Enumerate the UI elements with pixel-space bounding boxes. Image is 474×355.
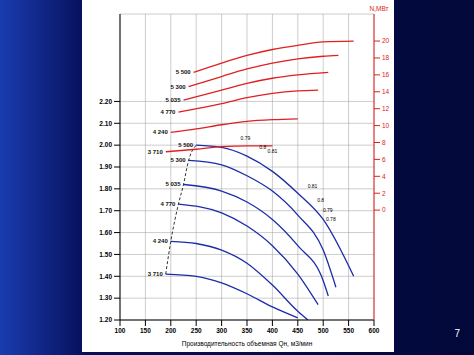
- svg-text:1.70: 1.70: [99, 207, 112, 214]
- svg-text:300: 300: [216, 327, 227, 334]
- svg-text:5 035: 5 035: [165, 97, 181, 103]
- svg-text:1.30: 1.30: [99, 294, 112, 301]
- svg-text:4 770: 4 770: [160, 201, 176, 207]
- svg-text:5 500: 5 500: [178, 142, 194, 148]
- html-text:7: 7: [454, 328, 460, 339]
- svg-text:1.60: 1.60: [99, 229, 112, 236]
- svg-text:0.8: 0.8: [259, 144, 266, 150]
- svg-text:14: 14: [382, 88, 390, 95]
- svg-text:10: 10: [382, 122, 390, 129]
- svg-text:16: 16: [382, 71, 390, 78]
- svg-text:Производительность объемная Qн: Производительность объемная Qн, м3/мин: [182, 340, 313, 348]
- svg-text:0.81: 0.81: [308, 183, 318, 189]
- svg-text:20: 20: [382, 37, 390, 44]
- svg-text:4 240: 4 240: [153, 129, 169, 135]
- svg-text:0.8: 0.8: [317, 197, 324, 203]
- svg-text:4 770: 4 770: [160, 109, 176, 115]
- svg-text:0: 0: [382, 206, 386, 213]
- svg-text:5 035: 5 035: [165, 181, 181, 187]
- svg-text:450: 450: [292, 327, 303, 334]
- svg-text:500: 500: [318, 327, 329, 334]
- svg-text:1.20: 1.20: [99, 316, 112, 323]
- svg-text:1.50: 1.50: [99, 251, 112, 258]
- svg-text:2.20: 2.20: [99, 98, 112, 105]
- svg-text:200: 200: [165, 327, 176, 334]
- svg-text:18: 18: [382, 54, 390, 61]
- svg-text:3 710: 3 710: [148, 271, 164, 277]
- svg-text:4 240: 4 240: [153, 238, 169, 244]
- svg-text:550: 550: [343, 327, 354, 334]
- svg-text:1.90: 1.90: [99, 163, 112, 170]
- svg-text:0.79: 0.79: [323, 207, 333, 213]
- svg-text:0.81: 0.81: [268, 148, 278, 154]
- svg-text:6: 6: [382, 156, 386, 163]
- svg-text:5 300: 5 300: [171, 157, 187, 163]
- svg-text:350: 350: [242, 327, 253, 334]
- svg-text:3 710: 3 710: [148, 149, 164, 155]
- svg-text:2: 2: [382, 190, 386, 197]
- svg-text:12: 12: [382, 105, 390, 112]
- svg-text:400: 400: [267, 327, 278, 334]
- svg-text:150: 150: [140, 327, 151, 334]
- svg-text:8: 8: [382, 139, 386, 146]
- svg-text:0.79: 0.79: [241, 135, 251, 141]
- svg-text:5 500: 5 500: [176, 69, 192, 75]
- svg-text:1.40: 1.40: [99, 273, 112, 280]
- svg-text:250: 250: [191, 327, 202, 334]
- svg-text:2.10: 2.10: [99, 120, 112, 127]
- svg-text:N,МВт: N,МВт: [369, 5, 388, 12]
- svg-text:1.80: 1.80: [99, 185, 112, 192]
- svg-text:0.78: 0.78: [326, 216, 336, 222]
- svg-text:5 300: 5 300: [171, 84, 187, 90]
- svg-text:600: 600: [369, 327, 380, 334]
- svg-text:4: 4: [382, 173, 386, 180]
- svg-text:100: 100: [115, 327, 126, 334]
- svg-text:2.00: 2.00: [99, 141, 112, 148]
